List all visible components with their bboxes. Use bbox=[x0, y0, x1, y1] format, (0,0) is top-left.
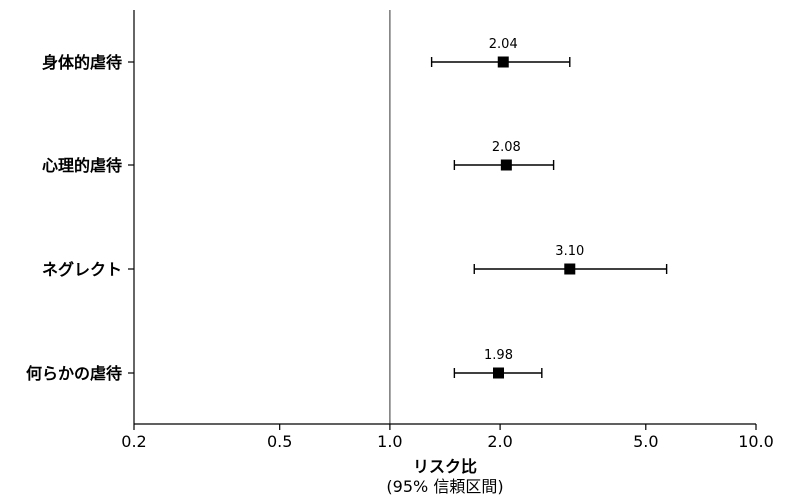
category-label: 何らかの虐待 bbox=[26, 364, 122, 383]
estimate-value-label: 2.08 bbox=[492, 140, 521, 155]
x-tick-label: 0.2 bbox=[121, 432, 146, 451]
x-tick-label: 5.0 bbox=[633, 432, 658, 451]
x-axis-title: リスク比 bbox=[413, 457, 477, 476]
x-axis-subtitle: (95% 信頼区間) bbox=[386, 477, 503, 496]
x-tick-label: 2.0 bbox=[487, 432, 512, 451]
estimate-marker bbox=[500, 159, 512, 171]
x-tick-label: 1.0 bbox=[377, 432, 402, 451]
x-ticks: 0.2 0.5 1.0 2.0 5.0 10.0 bbox=[121, 424, 774, 451]
axes bbox=[133, 10, 756, 425]
estimate-marker bbox=[493, 367, 505, 379]
x-tick-label: 0.5 bbox=[267, 432, 292, 451]
rows: 身体的虐待 2.04 心理的虐待 2.08 ネグレクト 3.10 何らかの虐待 1.98 bbox=[26, 37, 668, 383]
estimate-marker bbox=[497, 56, 509, 68]
estimate-value-label: 2.04 bbox=[489, 37, 518, 52]
estimate-marker bbox=[564, 263, 576, 275]
category-label: 身体的虐待 bbox=[42, 53, 122, 72]
category-label: 心理的虐待 bbox=[42, 156, 122, 175]
estimate-value-label: 3.10 bbox=[555, 244, 584, 259]
estimate-value-label: 1.98 bbox=[484, 348, 513, 363]
category-label: ネグレクト bbox=[42, 260, 122, 279]
x-tick-label: 10.0 bbox=[738, 432, 774, 451]
